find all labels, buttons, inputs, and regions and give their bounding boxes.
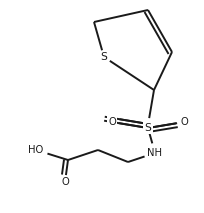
Text: NH: NH: [147, 148, 163, 158]
Text: HO: HO: [28, 145, 44, 155]
Text: S: S: [145, 123, 151, 133]
Text: O: O: [180, 117, 188, 127]
Text: O: O: [108, 117, 116, 127]
Text: S: S: [101, 52, 108, 62]
Text: O: O: [61, 177, 69, 187]
